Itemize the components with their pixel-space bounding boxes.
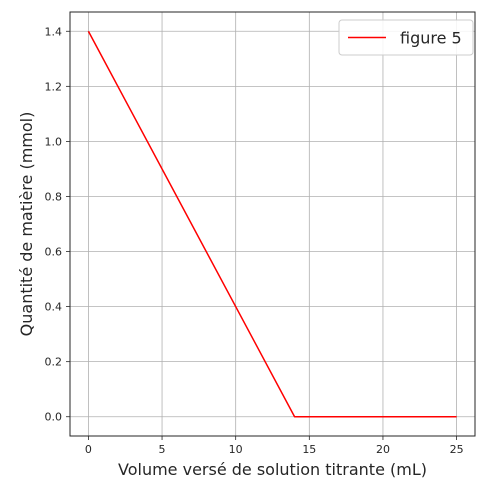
y-tick-label: 1.2 xyxy=(45,80,63,93)
legend: figure 5 xyxy=(338,19,474,56)
plot-frame xyxy=(69,11,476,437)
y-tick-label: 0.4 xyxy=(45,301,63,314)
y-tick-label: 1.0 xyxy=(45,135,63,148)
x-tick-label: 5 xyxy=(159,443,166,456)
x-axis-ticks: 0 5 10 15 20 25 xyxy=(85,436,464,456)
legend-box xyxy=(338,19,474,56)
x-tick-label: 10 xyxy=(229,443,243,456)
grid xyxy=(70,12,475,436)
y-tick-label: 0.0 xyxy=(45,411,63,424)
y-tick-label: 0.8 xyxy=(45,190,63,203)
series-line-0 xyxy=(87,30,457,418)
x-tick-label: 20 xyxy=(376,443,390,456)
y-tick-label: 1.4 xyxy=(45,25,63,38)
legend-entry-figure-5: figure 5 xyxy=(400,29,462,48)
x-tick-label: 15 xyxy=(302,443,316,456)
series-lines xyxy=(87,30,457,418)
x-tick-label: 25 xyxy=(450,443,464,456)
y-tick-label: 0.6 xyxy=(45,246,63,259)
y-axis-label: Quantité de matière (mmol) xyxy=(17,112,36,337)
x-tick-label: 0 xyxy=(85,443,92,456)
x-axis-label: Volume versé de solution titrante (mL) xyxy=(118,460,427,479)
y-axis-ticks: 0.0 0.2 0.4 0.6 0.8 1.0 1.2 1.4 xyxy=(45,25,70,424)
y-tick-label: 0.2 xyxy=(45,356,63,369)
